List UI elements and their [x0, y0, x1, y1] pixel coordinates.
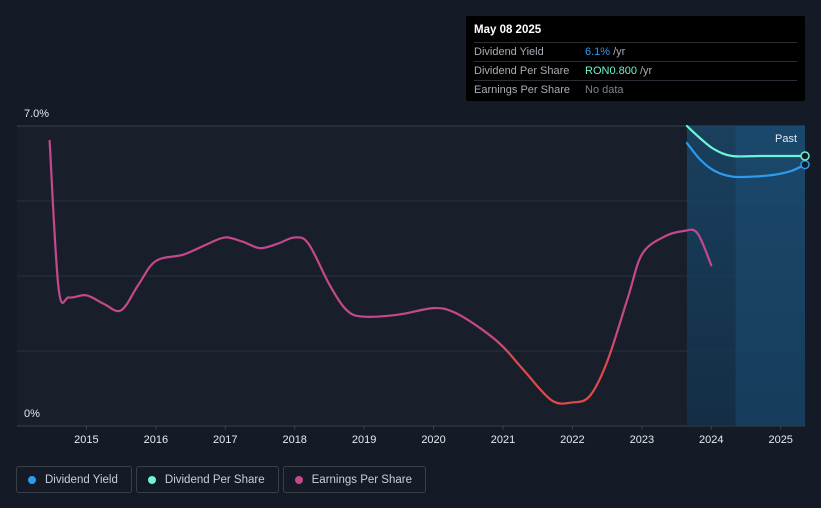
tooltip-label: Dividend Yield	[474, 46, 544, 58]
series-line-dividend-per-share	[685, 124, 807, 158]
x-tick-label: 2015	[74, 434, 98, 446]
series-line-earnings-per-share	[48, 139, 713, 405]
x-axis: 2015 2016 2017 2018 2019 2020 2021 2022 2023 2024…	[74, 426, 793, 446]
chart-legend: Dividend Yield Dividend Per Share Earnin…	[16, 466, 426, 493]
series-line-dividend-yield	[685, 142, 807, 179]
x-tick-label: 2020	[421, 434, 445, 446]
x-tick-label: 2018	[282, 434, 306, 446]
legend-label: Dividend Per Share	[164, 473, 265, 486]
series-lines	[48, 124, 810, 405]
y-axis-label-min: 0%	[24, 408, 40, 420]
legend-label: Earnings Per Share	[311, 473, 412, 486]
x-tick-label: 2025	[768, 434, 792, 446]
x-tick-label: 2023	[630, 434, 654, 446]
series-endpoint-dividend-per-share	[800, 151, 810, 161]
past-label: Past	[775, 133, 797, 145]
legend-dot-icon	[294, 475, 303, 484]
grid-lines	[17, 125, 805, 427]
legend-label: Dividend Yield	[45, 473, 118, 486]
legend-dot-icon	[28, 475, 36, 484]
tooltip-label: Earnings Per Share	[474, 84, 570, 96]
tooltip-panel: May 08 2025 Dividend Yield 6.1% /yr Divi…	[466, 16, 805, 101]
tooltip-value: No data	[585, 84, 624, 96]
tooltip-row-earnings-per-share: Earnings Per Share No data	[474, 81, 797, 99]
tooltip-date: May 08 2025	[474, 16, 797, 43]
legend-item-earnings-per-share[interactable]: Earnings Per Share	[282, 466, 426, 493]
x-tick-label: 2016	[144, 434, 168, 446]
series-endpoint-dividend-yield	[800, 159, 810, 170]
tooltip-label: Dividend Per Share	[474, 65, 570, 77]
tooltip-unit: /yr	[613, 46, 626, 58]
tooltip-row-dividend-per-share: Dividend Per Share RON0.800 /yr	[474, 62, 797, 81]
tooltip-value: 6.1%	[585, 46, 611, 58]
tooltip-unit: /yr	[639, 65, 653, 77]
x-tick-label: 2021	[491, 434, 515, 446]
x-tick-label: 2017	[213, 434, 237, 446]
legend-dot-icon	[147, 475, 156, 484]
tooltip-value: RON0.800	[585, 65, 637, 77]
x-tick-label: 2019	[352, 434, 376, 446]
tooltip-row-dividend-yield: Dividend Yield 6.1% /yr	[474, 43, 797, 62]
legend-item-dividend-yield[interactable]: Dividend Yield	[16, 466, 132, 493]
recent-region-band	[735, 126, 805, 426]
legend-item-dividend-per-share[interactable]: Dividend Per Share	[135, 466, 279, 493]
y-axis-label-max: 7.0%	[24, 108, 50, 120]
x-tick-label: 2024	[699, 434, 723, 446]
x-tick-label: 2022	[560, 434, 584, 446]
